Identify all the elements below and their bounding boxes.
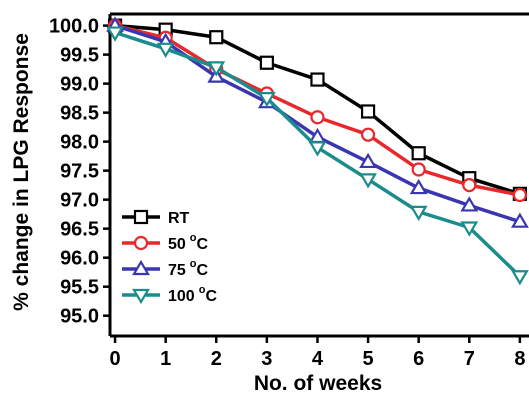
- x-tick-label: 1: [160, 348, 171, 370]
- plot-frame: [108, 12, 529, 338]
- data-point: [512, 187, 527, 203]
- data-point: [156, 42, 175, 58]
- legend-marker: [133, 235, 149, 251]
- data-point: [257, 92, 276, 108]
- y-tick-label: 98.0: [60, 132, 99, 154]
- y-tick-label: 95.5: [60, 277, 99, 299]
- x-axis-title: No. of weeks: [254, 372, 382, 394]
- data-point: [411, 162, 426, 177]
- legend-marker: [132, 259, 150, 276]
- y-axis-ticks: 95.0 95.5 96.0 96.5 97.0 97.5 98.0 98.5 99.0 99.5…: [49, 16, 110, 328]
- legend-item: 100 oC: [122, 284, 217, 305]
- legend-label: 50 oC: [168, 232, 209, 253]
- series-layer: [106, 16, 529, 286]
- x-tick-label: 2: [211, 348, 222, 370]
- x-tick-label: 4: [312, 348, 324, 370]
- data-point: [106, 26, 124, 42]
- data-point: [310, 72, 325, 87]
- y-tick-label: 100.0: [49, 16, 99, 38]
- legend-item: 75 oC: [122, 258, 209, 279]
- data-point: [510, 270, 529, 286]
- x-axis-ticks: 0 1 2 3 4 5 6 7 8: [109, 336, 525, 370]
- series-100: [106, 26, 529, 286]
- legend-item: 50 oC: [122, 232, 209, 253]
- y-tick-label: 99.0: [60, 74, 99, 96]
- data-point: [209, 30, 224, 45]
- legend-marker: [132, 288, 150, 305]
- y-tick-label: 97.0: [60, 190, 99, 212]
- x-tick-label: 7: [464, 348, 475, 370]
- data-point: [409, 178, 428, 195]
- data-point: [360, 104, 376, 119]
- data-point: [460, 221, 479, 237]
- legend-label: 75 oC: [168, 258, 209, 279]
- data-point: [310, 110, 325, 125]
- data-point: [462, 178, 477, 193]
- legend: RT 50 oC 75 oC 100 oC: [122, 209, 217, 305]
- legend-label: 100 oC: [168, 284, 217, 305]
- x-tick-label: 8: [514, 348, 525, 370]
- x-tick-label: 3: [261, 348, 272, 370]
- legend-label: RT: [168, 210, 190, 227]
- data-point: [510, 212, 529, 228]
- legend-marker: [133, 209, 149, 225]
- x-tick-label: 0: [109, 348, 120, 370]
- x-tick-label: 6: [413, 348, 424, 370]
- legend-item: RT: [122, 209, 190, 227]
- y-tick-label: 97.5: [60, 161, 99, 183]
- y-tick-label: 98.5: [60, 103, 99, 125]
- data-point: [359, 152, 377, 169]
- data-point: [409, 205, 428, 222]
- data-point: [259, 55, 274, 70]
- data-point: [207, 61, 226, 77]
- data-point: [360, 127, 376, 142]
- y-tick-label: 99.5: [60, 45, 99, 67]
- data-point: [411, 146, 426, 161]
- y-axis-title: % change in LPG Response: [10, 33, 33, 311]
- data-point: [308, 141, 327, 157]
- data-point: [359, 173, 377, 189]
- data-point: [460, 196, 479, 212]
- x-tick-label: 5: [363, 348, 374, 370]
- y-tick-label: 96.0: [60, 248, 99, 270]
- y-tick-label: 95.0: [60, 306, 99, 328]
- y-tick-label: 96.5: [60, 219, 99, 241]
